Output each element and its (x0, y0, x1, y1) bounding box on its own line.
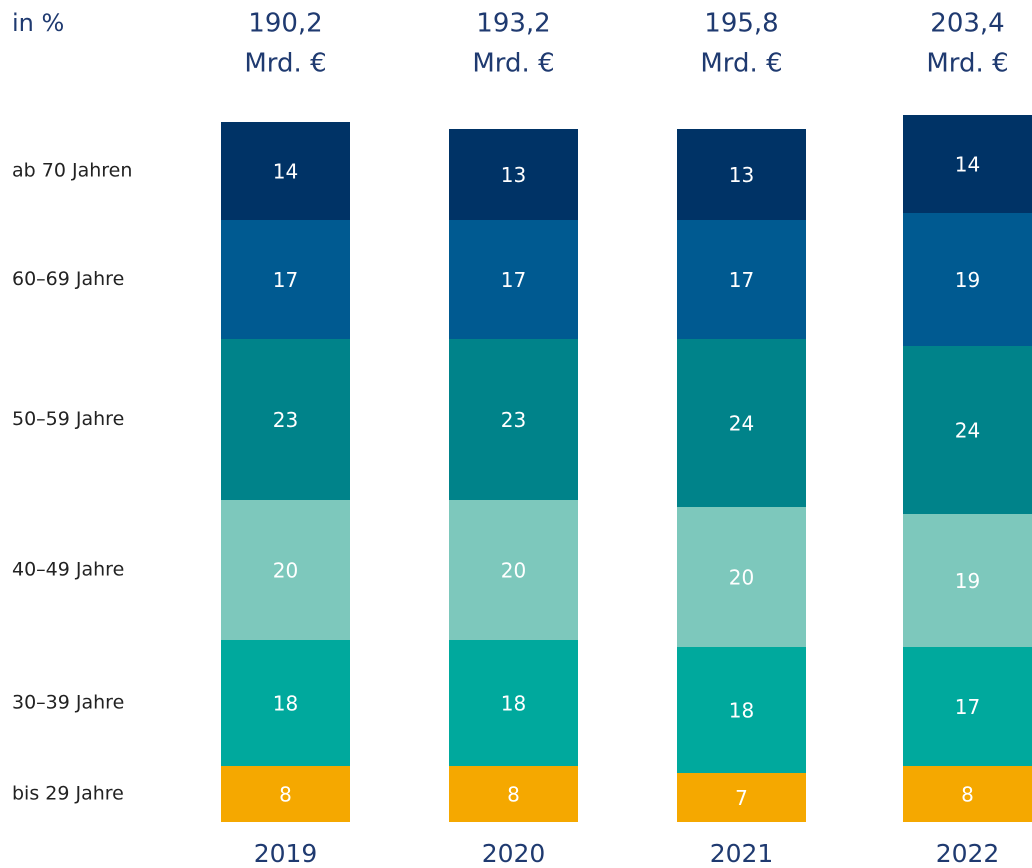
data-label: 13 (729, 163, 754, 187)
bar-segment (449, 500, 578, 640)
bar-segment (903, 213, 1032, 346)
bar-segment (221, 766, 350, 822)
data-label: 8 (961, 783, 974, 807)
bar-segment (677, 773, 806, 822)
bar-segment (903, 514, 1032, 647)
bar-segment (449, 766, 578, 822)
bar-segment (221, 220, 350, 339)
y-axis-label: in % (12, 9, 64, 37)
total-unit: Mrd. € (926, 49, 1008, 79)
data-label: 13 (501, 163, 526, 187)
data-label: 20 (501, 559, 526, 583)
bar-segment (449, 220, 578, 339)
data-label: 19 (955, 569, 980, 593)
legend-label: 50–59 Jahre (12, 408, 124, 430)
total-label: 193,2 (476, 9, 550, 39)
bar-segment (449, 640, 578, 766)
data-label: 17 (273, 268, 298, 292)
bar-segment (221, 500, 350, 640)
bar-segment (677, 129, 806, 220)
bar-segment (903, 647, 1032, 766)
data-label: 14 (955, 153, 980, 177)
legend-label: 40–49 Jahre (12, 559, 124, 581)
data-label: 23 (501, 408, 526, 432)
x-tick-label: 2021 (710, 839, 774, 868)
total-label: 203,4 (930, 9, 1004, 39)
x-tick-label: 2022 (936, 839, 1000, 868)
total-unit: Mrd. € (700, 49, 782, 79)
x-tick-label: 2020 (482, 839, 546, 868)
legend-label: 60–69 Jahre (12, 268, 124, 290)
bar-segment (677, 647, 806, 773)
x-tick-label: 2019 (254, 839, 318, 868)
bar-segment (449, 339, 578, 500)
data-label: 8 (279, 783, 292, 807)
total-label: 195,8 (704, 9, 778, 39)
bar-segment (221, 339, 350, 500)
data-label: 17 (955, 695, 980, 719)
bar-segment (677, 220, 806, 339)
data-label: 8 (507, 783, 520, 807)
bar-segment (677, 507, 806, 647)
data-label: 20 (729, 566, 754, 590)
total-unit: Mrd. € (472, 49, 554, 79)
legend-label: bis 29 Jahre (12, 783, 124, 805)
data-label: 14 (273, 160, 298, 184)
data-label: 24 (955, 419, 980, 443)
total-unit: Mrd. € (244, 49, 326, 79)
bar-segment (449, 129, 578, 220)
bar-segment (903, 766, 1032, 822)
bar-segment (903, 115, 1032, 213)
bar-segment (903, 346, 1032, 514)
bar-segment (677, 339, 806, 507)
data-label: 17 (501, 268, 526, 292)
bar-segment (221, 640, 350, 766)
total-label: 190,2 (248, 9, 322, 39)
data-label: 18 (501, 692, 526, 716)
data-label: 7 (735, 786, 748, 810)
data-label: 18 (273, 692, 298, 716)
bar-segment (221, 122, 350, 220)
data-label: 23 (273, 408, 298, 432)
data-label: 19 (955, 268, 980, 292)
legend-label: 30–39 Jahre (12, 692, 124, 714)
data-label: 20 (273, 559, 298, 583)
data-label: 24 (729, 412, 754, 436)
data-label: 18 (729, 699, 754, 723)
data-label: 17 (729, 268, 754, 292)
legend-label: ab 70 Jahren (12, 160, 132, 182)
